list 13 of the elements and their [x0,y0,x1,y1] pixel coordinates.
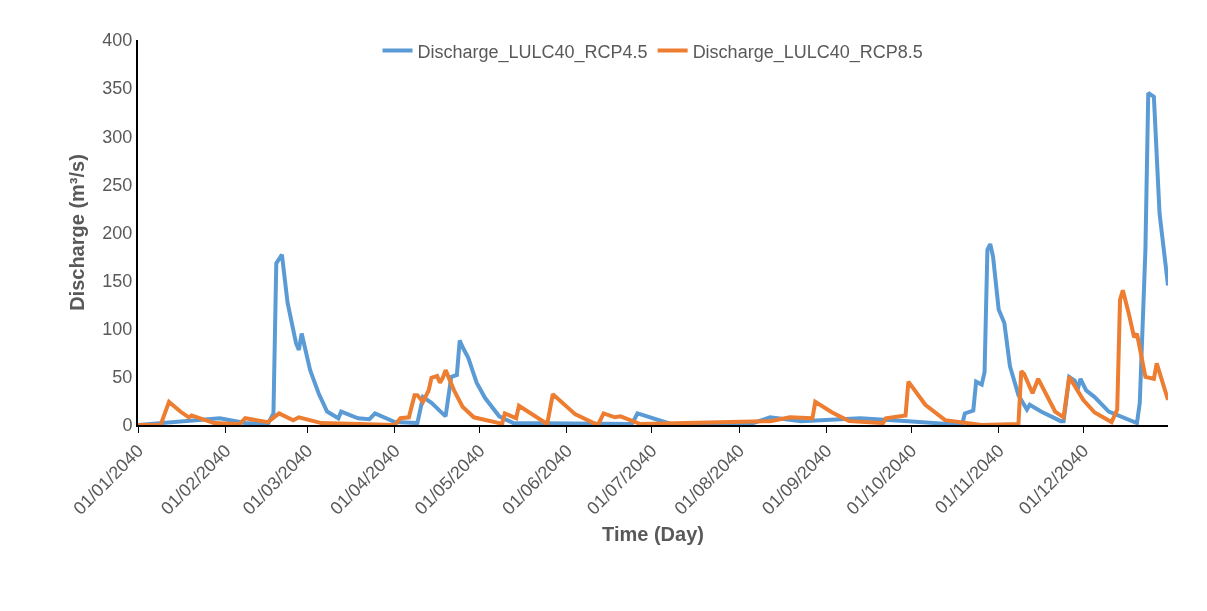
legend-label: Discharge_LULC40_RCP8.5 [692,41,923,63]
y-tick-label: 300 [102,126,133,147]
y-tick-label: 0 [122,415,133,436]
y-tick-label: 250 [102,174,133,195]
x-axis-title: Time (Day) [602,523,704,546]
y-tick-label: 400 [102,30,133,51]
y-tick-label: 200 [102,222,133,243]
y-tick-label: 350 [102,78,133,99]
y-tick-label: 50 [112,367,133,388]
legend-label: Discharge_LULC40_RCP4.5 [417,41,648,63]
y-axis-title: Discharge (m³/s) [66,154,89,311]
y-tick-label: 150 [102,270,133,291]
y-tick-label: 100 [102,319,133,340]
